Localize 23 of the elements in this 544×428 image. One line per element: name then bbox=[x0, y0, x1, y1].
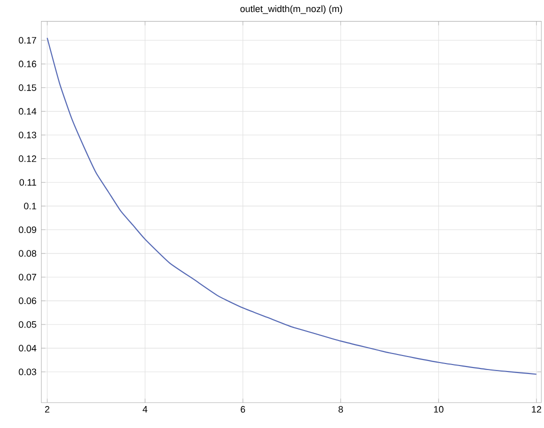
y-tick-label: 0.09 bbox=[18, 226, 36, 234]
y-tick-label: 0.1 bbox=[24, 202, 36, 210]
x-tick-label: 2 bbox=[45, 406, 50, 413]
x-tick-label: 12 bbox=[532, 406, 542, 413]
y-tick-label: 0.12 bbox=[18, 155, 36, 162]
x-tick-label: 8 bbox=[338, 406, 343, 413]
x-tick-label: 4 bbox=[142, 406, 148, 412]
y-tick-label: 0.14 bbox=[18, 108, 36, 115]
y-tick-label: 0.03 bbox=[18, 368, 36, 376]
x-tick-label: 10 bbox=[434, 406, 444, 413]
y-tick-label: 0.04 bbox=[18, 344, 36, 352]
y-tick-label: 0.05 bbox=[18, 321, 36, 328]
y-tick-label: 0.07 bbox=[18, 274, 36, 280]
y-tick-label: 0.11 bbox=[20, 179, 36, 186]
y-tick-label: 0.08 bbox=[18, 250, 36, 257]
x-tick-label: 6 bbox=[240, 406, 246, 413]
y-tick-label: 0.06 bbox=[18, 298, 36, 304]
y-tick-label: 0.15 bbox=[18, 84, 36, 91]
y-tick-label: 0.17 bbox=[18, 36, 36, 44]
y-tick-label: 0.13 bbox=[18, 132, 36, 138]
line-series bbox=[46, 37, 537, 375]
chart-title: outlet_width(m_nozl) (m) bbox=[240, 5, 342, 14]
y-tick-label: 0.16 bbox=[18, 60, 36, 68]
